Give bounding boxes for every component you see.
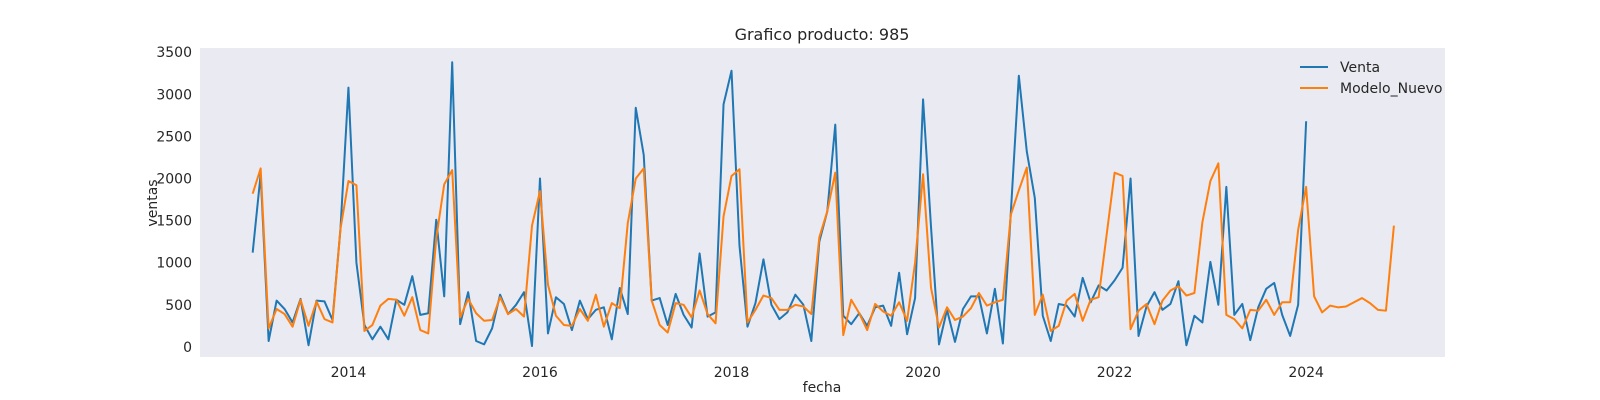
y-tick-label: 2500 — [156, 129, 192, 145]
x-tick-label: 2014 — [331, 365, 367, 381]
y-tick-label: 1000 — [156, 256, 192, 272]
y-axis-ticks: 0 500 1000 1500 2000 2500 3000 3500 — [156, 45, 192, 356]
series-line-modelo-nuevo — [251, 162, 1395, 337]
series-line-venta — [251, 61, 1308, 348]
x-tick-label: 2016 — [522, 365, 558, 381]
y-tick-label: 500 — [165, 298, 192, 314]
y-tick-label: 3000 — [156, 87, 192, 103]
x-tick-label: 2022 — [1097, 365, 1133, 381]
legend: Venta Modelo_Nuevo — [1300, 60, 1442, 97]
y-tick-label: 1500 — [156, 214, 192, 230]
legend-label-modelo-nuevo: Modelo_Nuevo — [1340, 81, 1442, 97]
y-axis-label: ventas — [145, 179, 161, 226]
y-tick-label: 2000 — [156, 172, 192, 188]
x-tick-label: 2024 — [1288, 365, 1324, 381]
x-tick-label: 2020 — [905, 365, 941, 381]
y-tick-label: 3500 — [156, 45, 192, 61]
x-axis-label: fecha — [803, 380, 842, 396]
chart-title: Grafico producto: 985 — [735, 25, 910, 44]
y-tick-label: 0 — [183, 340, 192, 356]
x-tick-label: 2018 — [714, 365, 750, 381]
series-lines — [251, 61, 1395, 348]
plot-background — [200, 48, 1445, 357]
legend-label-venta: Venta — [1340, 60, 1380, 76]
x-axis-ticks: 2014 2016 2018 2020 2022 2024 — [331, 365, 1324, 381]
